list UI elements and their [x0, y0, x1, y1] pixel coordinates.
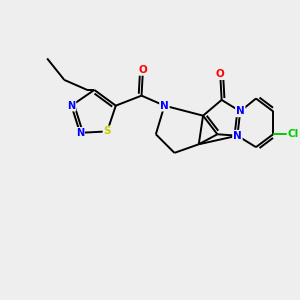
Text: N: N — [68, 101, 76, 111]
Text: N: N — [160, 101, 169, 111]
Text: S: S — [103, 126, 111, 136]
Text: O: O — [216, 69, 225, 79]
Text: O: O — [139, 65, 147, 75]
Text: N: N — [236, 106, 244, 116]
Text: N: N — [76, 128, 84, 138]
Text: N: N — [233, 131, 242, 141]
Text: Cl: Cl — [287, 129, 299, 139]
